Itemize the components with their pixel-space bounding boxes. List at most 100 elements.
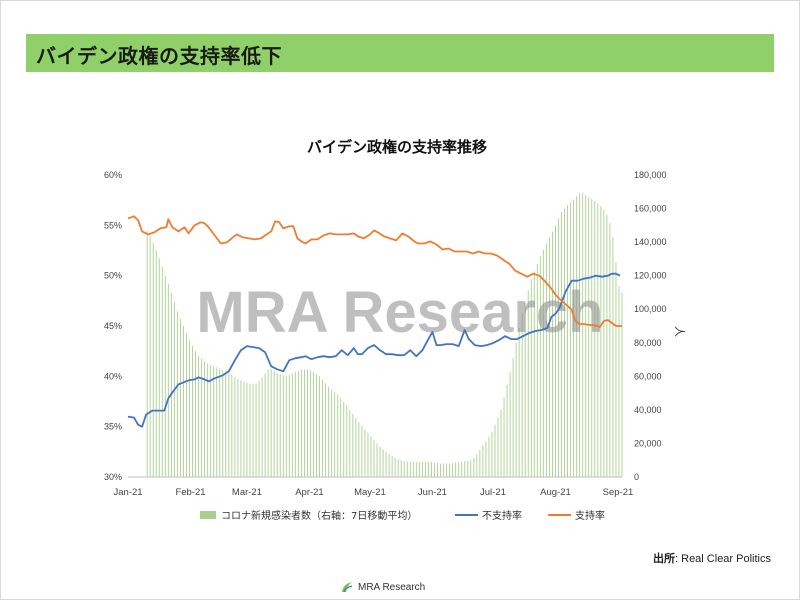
cases-bar xyxy=(167,284,169,477)
cases-bar xyxy=(561,211,562,477)
cases-bar xyxy=(276,372,278,477)
cases-bar xyxy=(243,381,245,477)
cases-bar xyxy=(567,205,569,477)
cases-bar xyxy=(219,368,221,477)
cases-bar xyxy=(512,357,514,477)
cases-bar xyxy=(446,463,448,477)
cases-bar xyxy=(352,413,354,477)
cases-bar xyxy=(337,394,339,477)
cases-bar xyxy=(204,361,206,477)
brand-logo-icon xyxy=(342,582,353,593)
cases-bar xyxy=(367,432,369,477)
cases-bar xyxy=(536,263,538,477)
cases-bar xyxy=(524,302,526,477)
cases-bar xyxy=(343,401,345,477)
cases-bar xyxy=(240,380,242,477)
cases-bar xyxy=(548,237,550,477)
x-tick-label: Jun-21 xyxy=(418,487,447,498)
footer-brand-text: MRA Research xyxy=(358,581,426,593)
x-tick-label: Sep-21 xyxy=(603,487,634,498)
header-banner: バイデン政権の支持率低下 xyxy=(26,34,774,72)
cases-bar xyxy=(579,193,581,477)
cases-bar xyxy=(288,374,290,477)
cases-bar xyxy=(201,358,203,477)
cases-bar xyxy=(273,371,275,477)
y2-tick-label: 0 xyxy=(634,472,639,482)
cases-bar xyxy=(488,436,490,477)
cases-bar xyxy=(506,384,508,477)
y-tick-label: 35% xyxy=(104,422,122,432)
cases-bar xyxy=(545,243,547,477)
cases-bar xyxy=(473,457,475,477)
cases-bar xyxy=(600,206,602,477)
cases-bar xyxy=(379,446,381,477)
cases-bar xyxy=(551,231,553,477)
cases-bar xyxy=(455,462,457,477)
cases-bar xyxy=(464,461,466,477)
y2-tick-label: 20,000 xyxy=(634,438,662,448)
cases-bar xyxy=(246,383,248,477)
cases-bar xyxy=(573,199,575,477)
cases-bar xyxy=(409,461,411,477)
cases-bar xyxy=(494,424,496,477)
cases-bar xyxy=(322,379,324,477)
cases-bar xyxy=(618,286,620,477)
rating-lines xyxy=(127,215,622,428)
cases-bar xyxy=(431,462,432,477)
cases-bar xyxy=(621,292,623,477)
cases-bar xyxy=(146,230,148,477)
cases-bar xyxy=(252,384,254,477)
cases-bar xyxy=(612,237,614,477)
cases-bar xyxy=(294,372,296,477)
cases-bar xyxy=(491,431,493,477)
cases-bar xyxy=(149,236,151,477)
y2-tick-label: 80,000 xyxy=(634,338,662,348)
cases-bar xyxy=(391,456,393,477)
cases-bar xyxy=(397,459,399,477)
cases-bar xyxy=(400,460,402,477)
y2-tick-label: 100,000 xyxy=(634,304,667,314)
cases-bar xyxy=(470,460,472,477)
cases-bar xyxy=(170,293,172,477)
cases-bar xyxy=(555,225,556,477)
y-tick-label: 50% xyxy=(104,271,122,281)
cases-bar xyxy=(382,449,384,477)
x-tick-label: Apr-21 xyxy=(295,487,324,498)
cases-bar xyxy=(182,326,184,477)
cases-bar xyxy=(340,397,342,477)
cases-bar xyxy=(328,386,330,477)
left-axis-ticks: 30% 35% 40% 45% 50% 55% 60% xyxy=(104,170,122,482)
cases-bar xyxy=(349,409,351,477)
cases-bar xyxy=(279,374,281,477)
cases-bar xyxy=(267,369,269,477)
cases-bar xyxy=(585,195,587,477)
cases-bar xyxy=(437,463,438,477)
cases-bar xyxy=(158,258,160,477)
cases-bar xyxy=(533,271,535,477)
approval-line xyxy=(127,215,622,328)
cases-bar xyxy=(582,192,584,477)
cases-bar xyxy=(588,197,590,478)
cases-bar xyxy=(210,365,212,477)
footer-brand: MRA Research xyxy=(340,580,425,594)
cases-bar xyxy=(319,376,321,477)
cases-bar xyxy=(527,290,529,477)
cases-bar xyxy=(403,460,405,477)
x-tick-label: May-21 xyxy=(354,487,386,498)
cases-bar xyxy=(297,370,299,477)
cases-bar xyxy=(458,462,460,477)
y2-tick-label: 60,000 xyxy=(634,371,662,381)
legend-label-disapproval: 不支持率 xyxy=(482,509,522,522)
source-text: Real Clear Politics xyxy=(681,553,771,565)
cases-bar xyxy=(412,461,414,477)
x-axis-ticks: Jan-21 Feb-21 Mar-21 Apr-21 May-21 Jun-21 Jul-… xyxy=(113,487,633,498)
source-note: 出所: Real Clear Politics xyxy=(653,550,771,566)
cases-bar xyxy=(385,451,387,477)
cases-bar xyxy=(615,262,617,477)
cases-bar xyxy=(476,454,478,477)
cases-bar xyxy=(316,374,317,477)
y2-tick-label: 180,000 xyxy=(634,170,667,180)
y-tick-label: 45% xyxy=(104,321,122,331)
cases-bar xyxy=(434,462,435,477)
